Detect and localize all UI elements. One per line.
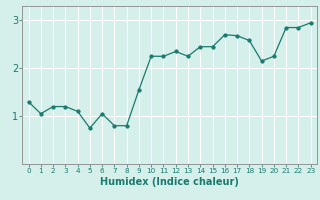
X-axis label: Humidex (Indice chaleur): Humidex (Indice chaleur) <box>100 177 239 187</box>
